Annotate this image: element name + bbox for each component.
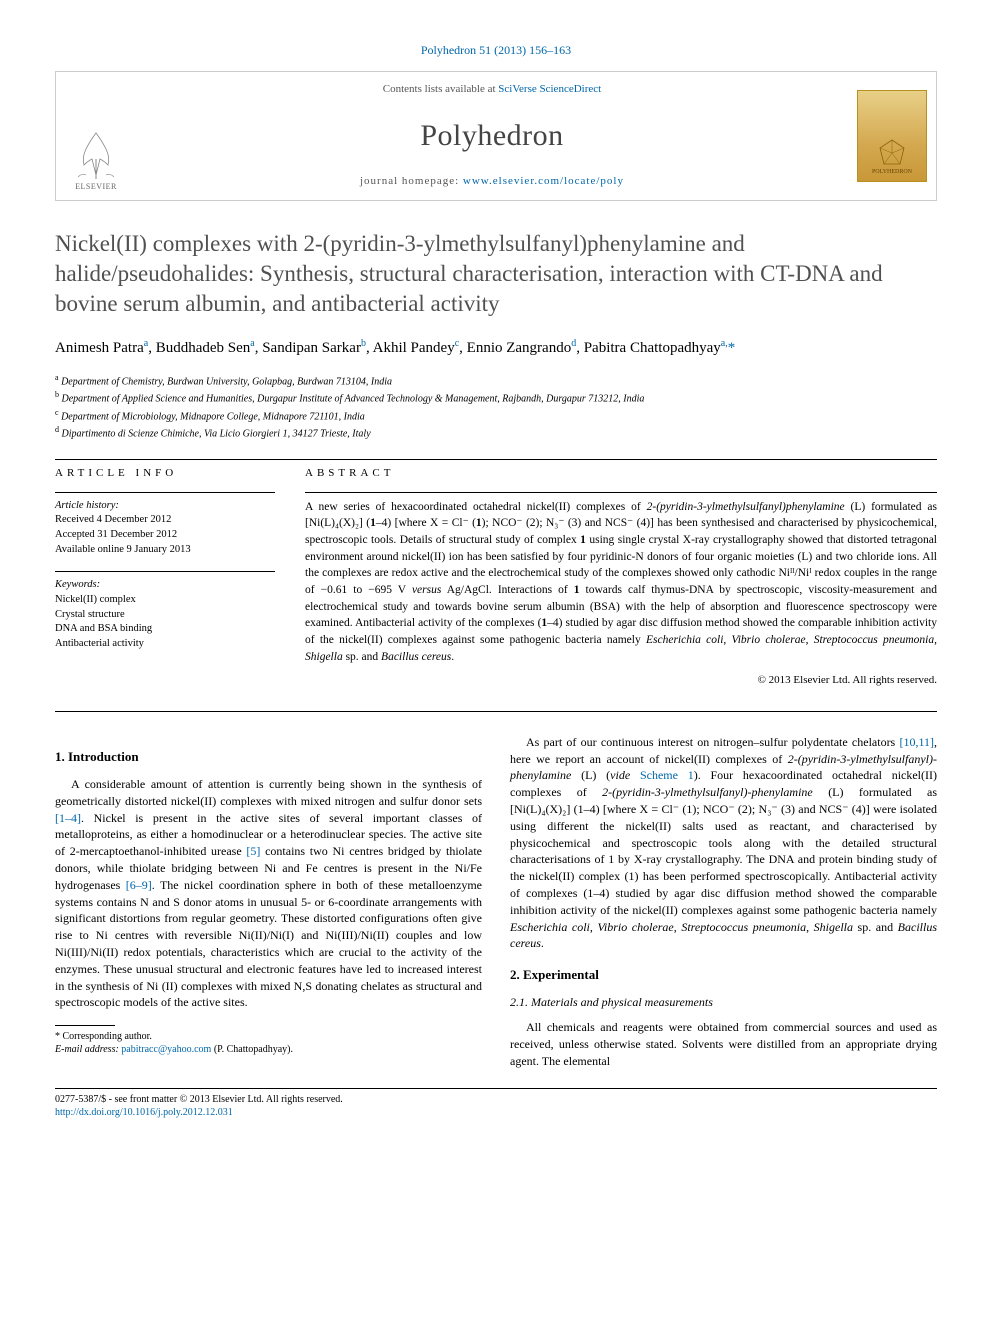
doi-link[interactable]: http://dx.doi.org/10.1016/j.poly.2012.12… bbox=[55, 1107, 233, 1118]
authors: Animesh Patraa, Buddhadeb Sena, Sandipan… bbox=[55, 336, 937, 360]
publisher-name: ELSEVIER bbox=[75, 181, 117, 192]
footer: 0277-5387/$ - see front matter © 2013 El… bbox=[55, 1088, 937, 1119]
abstract-label: ABSTRACT bbox=[305, 466, 937, 481]
footnote-separator bbox=[55, 1025, 115, 1026]
body-columns: 1. Introduction A considerable amount of… bbox=[55, 734, 937, 1070]
journal-homepage: journal homepage: www.elsevier.com/locat… bbox=[360, 174, 624, 189]
journal-title: Polyhedron bbox=[420, 115, 563, 157]
contents-prefix: Contents lists available at bbox=[383, 83, 498, 95]
rule-kw bbox=[55, 571, 275, 572]
experimental-heading: 2. Experimental bbox=[510, 966, 937, 984]
affiliation: d Dipartimento di Scienze Chimiche, Via … bbox=[55, 424, 937, 441]
experimental-para-1: All chemicals and reagents were obtained… bbox=[510, 1019, 937, 1069]
abstract-column: ABSTRACT A new series of hexacoordinated… bbox=[305, 466, 937, 689]
keyword: DNA and BSA binding bbox=[55, 622, 275, 637]
affiliation: c Department of Microbiology, Midnapore … bbox=[55, 407, 937, 424]
rule-info bbox=[55, 492, 275, 493]
email-line: E-mail address: pabitracc@yahoo.com (P. … bbox=[55, 1043, 482, 1056]
corresponding-email-link[interactable]: pabitracc@yahoo.com bbox=[121, 1044, 211, 1055]
citation-link[interactable]: [5] bbox=[246, 844, 260, 858]
citation-link[interactable]: [1–4] bbox=[55, 811, 81, 825]
rule-top bbox=[55, 459, 937, 460]
history-line: Accepted 31 December 2012 bbox=[55, 528, 275, 543]
rule-abs bbox=[305, 492, 937, 493]
footer-front-matter: 0277-5387/$ - see front matter © 2013 El… bbox=[55, 1093, 937, 1106]
cover-label: POLYHEDRON bbox=[872, 168, 912, 176]
affiliation: b Department of Applied Science and Huma… bbox=[55, 389, 937, 406]
intro-para-2: As part of our continuous interest on ni… bbox=[510, 734, 937, 952]
intro-heading: 1. Introduction bbox=[55, 748, 482, 766]
affiliations: a Department of Chemistry, Burdwan Unive… bbox=[55, 372, 937, 441]
abstract-text: A new series of hexacoordinated octahedr… bbox=[305, 499, 937, 666]
article-info-label: ARTICLE INFO bbox=[55, 466, 275, 481]
journal-header: ELSEVIER Contents lists available at Sci… bbox=[55, 71, 937, 201]
keyword: Antibacterial activity bbox=[55, 637, 275, 652]
article-history: Article history: Received 4 December 201… bbox=[55, 499, 275, 558]
publisher-logo-cell: ELSEVIER bbox=[56, 72, 136, 200]
journal-reference: Polyhedron 51 (2013) 156–163 bbox=[55, 42, 937, 59]
keyword: Nickel(II) complex bbox=[55, 593, 275, 608]
info-abstract-row: ARTICLE INFO Article history: Received 4… bbox=[55, 466, 937, 689]
page: Polyhedron 51 (2013) 156–163 ELSEVIER Co… bbox=[0, 0, 992, 1149]
keywords-header: Keywords: bbox=[55, 578, 275, 593]
intro-para-1: A considerable amount of attention is cu… bbox=[55, 776, 482, 1011]
abstract-copyright: © 2013 Elsevier Ltd. All rights reserved… bbox=[305, 673, 937, 688]
email-who: (P. Chattopadhyay). bbox=[214, 1044, 293, 1055]
email-label: E-mail address: bbox=[55, 1044, 119, 1055]
journal-cover-thumb[interactable]: POLYHEDRON bbox=[857, 90, 927, 182]
header-center: Contents lists available at SciVerse Sci… bbox=[136, 72, 848, 200]
article-info-column: ARTICLE INFO Article history: Received 4… bbox=[55, 466, 275, 689]
experimental-subheading: 2.1. Materials and physical measurements bbox=[510, 994, 937, 1011]
keywords-block: Keywords: Nickel(II) complexCrystal stru… bbox=[55, 578, 275, 651]
rule-bottom bbox=[55, 711, 937, 712]
cover-polyhedron-icon bbox=[877, 138, 907, 168]
affiliation: a Department of Chemistry, Burdwan Unive… bbox=[55, 372, 937, 389]
homepage-prefix: journal homepage: bbox=[360, 175, 463, 187]
cover-thumb-cell: POLYHEDRON bbox=[848, 72, 936, 200]
contents-line: Contents lists available at SciVerse Sci… bbox=[383, 82, 601, 97]
article-title: Nickel(II) complexes with 2-(pyridin-3-y… bbox=[55, 229, 937, 319]
citation-link[interactable]: [6–9] bbox=[126, 878, 152, 892]
elsevier-tree-icon bbox=[68, 129, 124, 181]
sciencedirect-link[interactable]: SciVerse ScienceDirect bbox=[498, 83, 601, 95]
keyword: Crystal structure bbox=[55, 608, 275, 623]
history-header: Article history: bbox=[55, 499, 275, 514]
citation-link[interactable]: [10,11] bbox=[899, 735, 934, 749]
corresponding-author: * Corresponding author. bbox=[55, 1030, 482, 1043]
footnote-block: * Corresponding author. E-mail address: … bbox=[55, 1025, 482, 1056]
scheme-link[interactable]: Scheme 1 bbox=[640, 768, 694, 782]
homepage-link[interactable]: www.elsevier.com/locate/poly bbox=[463, 175, 624, 187]
history-line: Received 4 December 2012 bbox=[55, 513, 275, 528]
history-line: Available online 9 January 2013 bbox=[55, 543, 275, 558]
elsevier-logo[interactable]: ELSEVIER bbox=[66, 122, 126, 192]
journal-ref-link[interactable]: Polyhedron 51 (2013) 156–163 bbox=[421, 43, 571, 57]
